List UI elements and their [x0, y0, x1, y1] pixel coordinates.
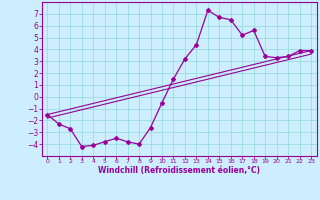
X-axis label: Windchill (Refroidissement éolien,°C): Windchill (Refroidissement éolien,°C) [98, 166, 260, 175]
